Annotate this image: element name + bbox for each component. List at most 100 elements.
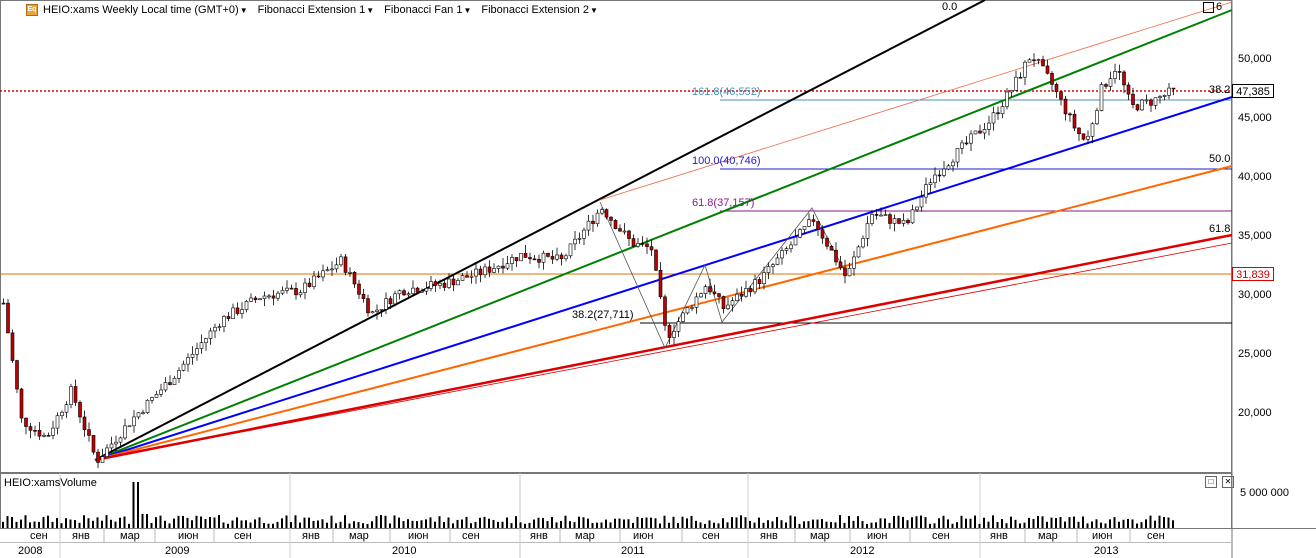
candle-body[interactable] xyxy=(699,293,703,298)
candle-body[interactable] xyxy=(937,174,942,177)
candle-body[interactable] xyxy=(109,443,114,449)
candle-body[interactable] xyxy=(69,386,73,405)
candle-body[interactable] xyxy=(982,129,987,134)
candle-body[interactable] xyxy=(87,429,91,436)
candle-body[interactable] xyxy=(955,148,960,163)
candle-body[interactable] xyxy=(591,220,595,224)
candle-body[interactable] xyxy=(924,184,928,198)
candle-body[interactable] xyxy=(793,236,798,246)
candle-body[interactable] xyxy=(285,287,289,291)
candle-body[interactable] xyxy=(919,196,924,208)
candle-body[interactable] xyxy=(483,266,487,276)
candle-body[interactable] xyxy=(739,293,744,297)
candle-body[interactable] xyxy=(415,287,420,293)
candle-body[interactable] xyxy=(1095,110,1099,125)
candle-body[interactable] xyxy=(55,415,60,429)
candle-body[interactable] xyxy=(555,254,559,260)
candle-body[interactable] xyxy=(865,223,870,239)
candle-body[interactable] xyxy=(307,282,312,287)
candle-body[interactable] xyxy=(676,321,681,332)
candle-body[interactable] xyxy=(46,435,51,437)
candle-body[interactable] xyxy=(159,389,163,395)
candle-body[interactable] xyxy=(73,386,78,403)
candle-body[interactable] xyxy=(235,307,240,314)
candle-body[interactable] xyxy=(28,426,33,431)
fan-line-50[interactable] xyxy=(94,96,1233,461)
candle-body[interactable] xyxy=(420,290,424,293)
candle-body[interactable] xyxy=(622,230,627,233)
candle-body[interactable] xyxy=(487,266,492,273)
candle-body[interactable] xyxy=(1005,91,1009,107)
candle-body[interactable] xyxy=(874,214,879,216)
candle-body[interactable] xyxy=(1144,99,1149,102)
candle-body[interactable] xyxy=(145,399,150,413)
candle-body[interactable] xyxy=(127,425,132,428)
candle-body[interactable] xyxy=(258,298,262,301)
candle-body[interactable] xyxy=(253,297,258,301)
study-fib-extension-1[interactable]: Fibonacci Extension 1▼ xyxy=(258,4,375,16)
candle-body[interactable] xyxy=(402,290,406,296)
candle-body[interactable] xyxy=(424,288,429,292)
candle-body[interactable] xyxy=(802,226,807,230)
candle-body[interactable] xyxy=(721,296,726,309)
candle-body[interactable] xyxy=(933,174,937,184)
candle-body[interactable] xyxy=(523,252,528,258)
candle-body[interactable] xyxy=(1059,91,1063,100)
candle-body[interactable] xyxy=(397,290,402,295)
candle-body[interactable] xyxy=(334,264,339,270)
candle-body[interactable] xyxy=(708,286,712,293)
candle-body[interactable] xyxy=(784,248,789,251)
candle-body[interactable] xyxy=(960,142,964,149)
candle-body[interactable] xyxy=(928,182,933,185)
candle-body[interactable] xyxy=(42,435,46,437)
candle-body[interactable] xyxy=(748,288,753,293)
candle-body[interactable] xyxy=(856,246,861,258)
close-icon[interactable]: ✕ xyxy=(1222,476,1234,488)
candle-body[interactable] xyxy=(1162,95,1167,97)
candle-body[interactable] xyxy=(613,220,618,229)
candle-body[interactable] xyxy=(231,307,235,319)
candle-body[interactable] xyxy=(1,302,6,305)
candle-body[interactable] xyxy=(91,435,96,453)
candle-body[interactable] xyxy=(82,416,87,430)
candle-body[interactable] xyxy=(609,216,613,221)
candle-body[interactable] xyxy=(474,268,478,277)
maximize-icon[interactable]: □ xyxy=(1205,476,1217,488)
candle-body[interactable] xyxy=(375,309,379,312)
candle-body[interactable] xyxy=(118,437,123,443)
candle-body[interactable] xyxy=(163,382,168,391)
candle-body[interactable] xyxy=(213,326,217,332)
candle-body[interactable] xyxy=(519,252,523,262)
candle-body[interactable] xyxy=(816,221,820,230)
candle-body[interactable] xyxy=(735,293,739,302)
candle-body[interactable] xyxy=(861,238,865,248)
candle-body[interactable] xyxy=(352,272,357,285)
candle-body[interactable] xyxy=(996,112,1000,115)
candle-body[interactable] xyxy=(1032,59,1036,62)
candle-body[interactable] xyxy=(825,237,829,247)
candle-body[interactable] xyxy=(528,257,532,260)
candle-body[interactable] xyxy=(1140,99,1144,111)
candle-body[interactable] xyxy=(852,256,856,269)
candle-body[interactable] xyxy=(325,269,330,272)
candle-body[interactable] xyxy=(438,282,442,286)
candle-body[interactable] xyxy=(640,243,645,245)
candle-body[interactable] xyxy=(649,246,654,251)
candle-body[interactable] xyxy=(1158,96,1162,98)
candle-body[interactable] xyxy=(51,427,55,436)
candle-body[interactable] xyxy=(442,282,447,288)
candle-body[interactable] xyxy=(771,264,775,267)
candlestick-series[interactable] xyxy=(1,53,1176,469)
candle-body[interactable] xyxy=(703,286,708,294)
candle-body[interactable] xyxy=(820,229,825,239)
candle-body[interactable] xyxy=(1149,99,1153,106)
candle-body[interactable] xyxy=(447,278,451,288)
candle-body[interactable] xyxy=(37,430,42,437)
candle-body[interactable] xyxy=(663,296,667,326)
candle-body[interactable] xyxy=(1090,123,1095,137)
candle-body[interactable] xyxy=(636,243,640,247)
candle-body[interactable] xyxy=(406,293,411,296)
candle-body[interactable] xyxy=(217,326,222,329)
candle-body[interactable] xyxy=(946,165,951,170)
candle-body[interactable] xyxy=(6,302,10,334)
